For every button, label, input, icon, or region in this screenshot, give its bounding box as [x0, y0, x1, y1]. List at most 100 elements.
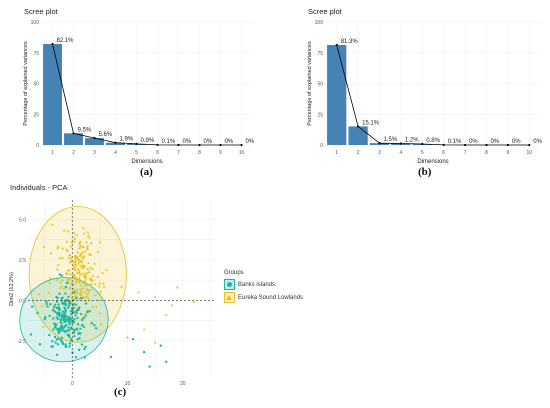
data-point-eureka	[65, 248, 68, 251]
data-point-banks	[63, 330, 66, 333]
data-point-eureka	[99, 322, 103, 325]
data-point-banks	[72, 331, 75, 334]
data-point-eureka	[37, 292, 41, 296]
data-point-eureka	[82, 245, 85, 249]
data-point-eureka	[77, 276, 81, 280]
data-point-eureka	[75, 255, 79, 259]
data-point-banks	[68, 335, 71, 339]
data-point-eureka	[49, 251, 53, 255]
pca-individuals-plot: Individuals - PCA01020-2.50.02.55.0Dim1 …	[0, 180, 550, 408]
data-point-banks	[83, 347, 86, 351]
data-point-banks	[77, 331, 81, 335]
data-point-eureka	[40, 304, 44, 307]
y-tick-label: 2.5	[19, 258, 26, 264]
data-point-eureka	[87, 252, 91, 255]
data-point-eureka	[56, 267, 59, 271]
data-point-eureka	[86, 292, 89, 296]
data-point-banks	[73, 290, 76, 294]
x-tick-label: 9	[507, 150, 510, 156]
caption-b: (b)	[418, 166, 432, 178]
data-point-eureka	[66, 249, 69, 252]
data-point-eureka	[58, 256, 62, 259]
y-tick-label: 5.0	[19, 217, 26, 223]
data-point-banks	[88, 309, 91, 313]
data-point-banks	[71, 351, 74, 354]
x-tick-label: 7	[177, 150, 180, 156]
data-point-eureka	[85, 271, 89, 275]
data-point-eureka	[84, 240, 88, 244]
data-point-eureka	[70, 296, 74, 299]
data-point-banks	[53, 323, 57, 326]
data-point-eureka	[80, 272, 84, 275]
data-point-eureka	[86, 247, 89, 251]
data-point-banks	[60, 297, 64, 300]
data-point-eureka	[72, 266, 76, 269]
data-point-banks	[86, 310, 89, 314]
bar-value-label: 0.1%	[448, 139, 462, 145]
data-point-eureka	[89, 241, 93, 244]
data-point-eureka	[84, 274, 88, 277]
bar-value-label: 0%	[469, 139, 478, 145]
bar-value-label: 9.5%	[78, 127, 92, 133]
data-point-banks	[46, 305, 49, 308]
data-point-banks	[81, 323, 84, 327]
data-point-banks	[84, 345, 87, 349]
data-point-banks	[59, 327, 63, 331]
data-point-banks	[68, 345, 71, 348]
data-point-eureka	[83, 290, 87, 294]
bar-value-label: 0%	[246, 139, 255, 145]
data-point-eureka	[78, 244, 82, 247]
x-tick-label: 4	[114, 150, 117, 156]
data-point-banks	[43, 317, 46, 321]
data-point-banks	[71, 309, 74, 313]
data-point-eureka	[79, 252, 82, 256]
data-point-eureka	[66, 229, 70, 233]
data-point-banks	[69, 338, 73, 341]
data-point-eureka	[82, 266, 86, 269]
data-point-banks	[64, 343, 67, 346]
data-point-eureka	[76, 260, 80, 263]
y-tick-label: -2.5	[17, 339, 26, 345]
bar-value-label: 15.1%	[362, 120, 380, 126]
data-point-banks	[65, 323, 68, 327]
x-tick-label: 4	[400, 150, 403, 156]
data-point-banks	[90, 322, 93, 325]
data-point-banks	[84, 314, 87, 317]
data-point-eureka	[68, 285, 72, 289]
data-point-eureka	[96, 275, 100, 278]
data-point-banks	[56, 296, 59, 300]
data-point-banks	[93, 324, 96, 327]
y-tick-label: 50	[33, 82, 39, 88]
data-point-banks	[45, 300, 48, 303]
data-point-eureka	[65, 240, 69, 243]
data-point-eureka	[69, 244, 73, 248]
data-point-banks	[84, 302, 88, 305]
data-point-eureka	[41, 325, 45, 328]
bar	[327, 45, 347, 145]
data-point-banks	[73, 317, 76, 321]
bar-value-label: 0.9%	[141, 138, 155, 144]
bar-value-label: 1.5%	[384, 137, 398, 143]
data-point-eureka	[86, 230, 90, 234]
data-point-eureka	[89, 278, 93, 282]
data-point-banks	[60, 336, 64, 340]
data-point-eureka	[88, 276, 92, 280]
bar	[106, 142, 125, 145]
data-point-eureka	[86, 244, 90, 247]
data-point-eureka	[67, 256, 71, 259]
data-point-eureka	[42, 245, 46, 248]
x-tick-label: 5	[421, 150, 424, 156]
data-point-banks	[80, 296, 83, 300]
data-point-eureka	[96, 250, 100, 253]
y-tick-label: 0.0	[19, 298, 26, 304]
confidence-ellipse-eureka	[28, 206, 127, 343]
data-point-banks	[36, 311, 39, 315]
data-point-eureka	[69, 299, 73, 302]
data-point-banks	[64, 302, 67, 305]
data-point-eureka	[76, 287, 79, 291]
data-point-eureka	[137, 290, 140, 294]
bar-value-label: 0%	[225, 139, 234, 145]
data-point-banks	[77, 308, 80, 311]
x-tick-label: 0	[71, 381, 74, 385]
data-point-eureka	[68, 253, 72, 256]
